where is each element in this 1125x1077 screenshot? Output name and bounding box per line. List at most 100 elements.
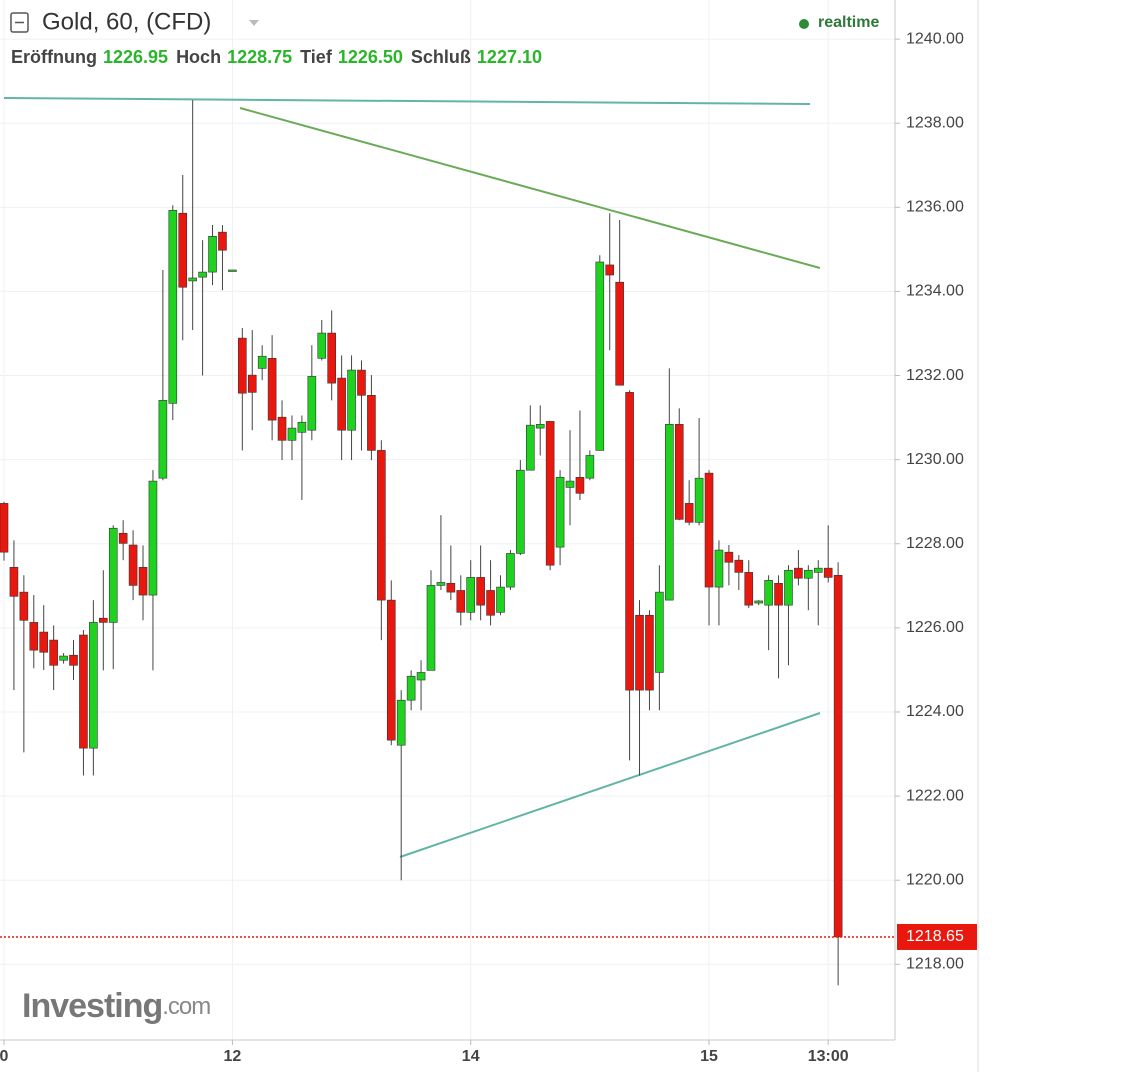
- candle-body: [267, 358, 277, 421]
- y-tick-label: 1238.00: [906, 114, 964, 131]
- candle-body: [724, 551, 734, 563]
- candles: [0, 100, 843, 986]
- x-tick-label: 13:00: [808, 1048, 849, 1065]
- candle-body: [208, 236, 217, 273]
- candle-body: [188, 277, 197, 282]
- candle-body: [655, 591, 664, 673]
- candle-body: [228, 269, 237, 272]
- candle-body: [555, 477, 565, 548]
- ohlc-value: 1228.75: [227, 47, 292, 67]
- ohlc-label: Tief: [300, 47, 333, 67]
- chart-title: Gold, 60, (CFD): [42, 8, 211, 35]
- candle-body: [396, 699, 406, 746]
- candle-body: [128, 544, 138, 586]
- y-tick-label: 1226.00: [906, 619, 964, 636]
- y-tick-label: 1218.00: [906, 956, 964, 973]
- candle-body: [575, 477, 585, 494]
- status: realtime: [818, 14, 879, 31]
- candle-body: [436, 582, 446, 586]
- candle-body: [565, 480, 575, 488]
- ohlc-value: 1226.95: [103, 47, 168, 67]
- y-tick-label: 1222.00: [906, 787, 964, 804]
- candle-body: [367, 395, 376, 451]
- candle-body: [49, 639, 58, 666]
- candle-body: [317, 332, 327, 359]
- candle-body: [277, 416, 287, 441]
- candle-body: [595, 261, 605, 451]
- candle-body: [168, 209, 178, 404]
- ohlc-value: 1227.10: [477, 47, 542, 67]
- candle-body: [784, 569, 793, 606]
- candle-body: [406, 675, 416, 701]
- candle-body: [456, 590, 466, 613]
- candle-body: [704, 472, 714, 588]
- y-tick-label: 1232.00: [906, 367, 964, 384]
- candle-body: [645, 614, 654, 691]
- y-tick-label: 1224.00: [906, 703, 964, 720]
- y-tick-label: 1234.00: [906, 283, 964, 300]
- candle-body: [665, 424, 674, 601]
- y-tick-label: 1220.00: [906, 871, 964, 888]
- candle-body: [79, 634, 88, 749]
- candle-body: [416, 672, 426, 681]
- watermark-text: Investing: [22, 987, 162, 1025]
- candle-body: [744, 572, 754, 606]
- dropdown-icon[interactable]: [249, 20, 259, 26]
- candle-body: [734, 559, 744, 573]
- candle-body: [9, 567, 19, 597]
- candle-body: [635, 614, 644, 691]
- status-dot: [799, 19, 809, 29]
- candle-body: [585, 455, 595, 479]
- candle-body: [357, 369, 366, 396]
- candle-body: [39, 631, 49, 653]
- candle-body: [615, 281, 624, 386]
- x-tick-label: 14: [462, 1048, 480, 1065]
- candle-body: [525, 424, 535, 471]
- candle-body: [764, 580, 773, 606]
- candle-body: [89, 622, 98, 749]
- candle-body: [496, 586, 505, 613]
- candle-body: [774, 582, 783, 606]
- x-tick-label: 0: [0, 1048, 9, 1065]
- trend-line: [239, 107, 821, 269]
- y-tick-label: 1230.00: [906, 451, 964, 468]
- candle-body: [486, 590, 495, 616]
- candle-body: [674, 424, 684, 520]
- trend-line: [3, 97, 811, 105]
- candle-body: [545, 421, 555, 566]
- x-tick-label: 12: [223, 1048, 241, 1065]
- candle-body: [247, 374, 257, 393]
- candle-body: [625, 392, 634, 691]
- candle-body: [506, 553, 515, 588]
- candle-body: [813, 567, 823, 573]
- grid: [0, 0, 895, 1040]
- candle-body: [327, 332, 336, 384]
- candle-body: [297, 421, 307, 433]
- watermark-suffix: .com: [162, 993, 210, 1020]
- candle-body: [823, 567, 833, 578]
- candle-body: [684, 503, 694, 523]
- candle-body: [446, 582, 456, 593]
- candle-body: [377, 450, 386, 601]
- candle-body: [148, 480, 158, 596]
- candle-body: [307, 376, 317, 431]
- y-tick-label: 1236.00: [906, 199, 964, 216]
- ohlc-header: Eröffnung 1226.95 Hoch 1228.75 Tief 1226.50 Sc…: [11, 47, 542, 67]
- candle-body: [337, 377, 346, 431]
- candle-body: [178, 212, 188, 288]
- candle-body: [29, 622, 39, 651]
- y-tick-label: 1240.00: [906, 30, 964, 47]
- ohlc-label: Schluß: [411, 47, 471, 67]
- candle-body: [605, 264, 615, 276]
- last-price-box: [897, 923, 977, 950]
- candle-body: [714, 549, 724, 588]
- candle-body: [19, 591, 29, 621]
- collapse-icon[interactable]: [10, 12, 29, 33]
- candle-body: [466, 577, 476, 613]
- last-price-label: 1218.65: [906, 928, 964, 945]
- candle-body: [804, 569, 813, 579]
- watermark: Investing.com: [22, 987, 210, 1025]
- candle-body: [516, 469, 525, 554]
